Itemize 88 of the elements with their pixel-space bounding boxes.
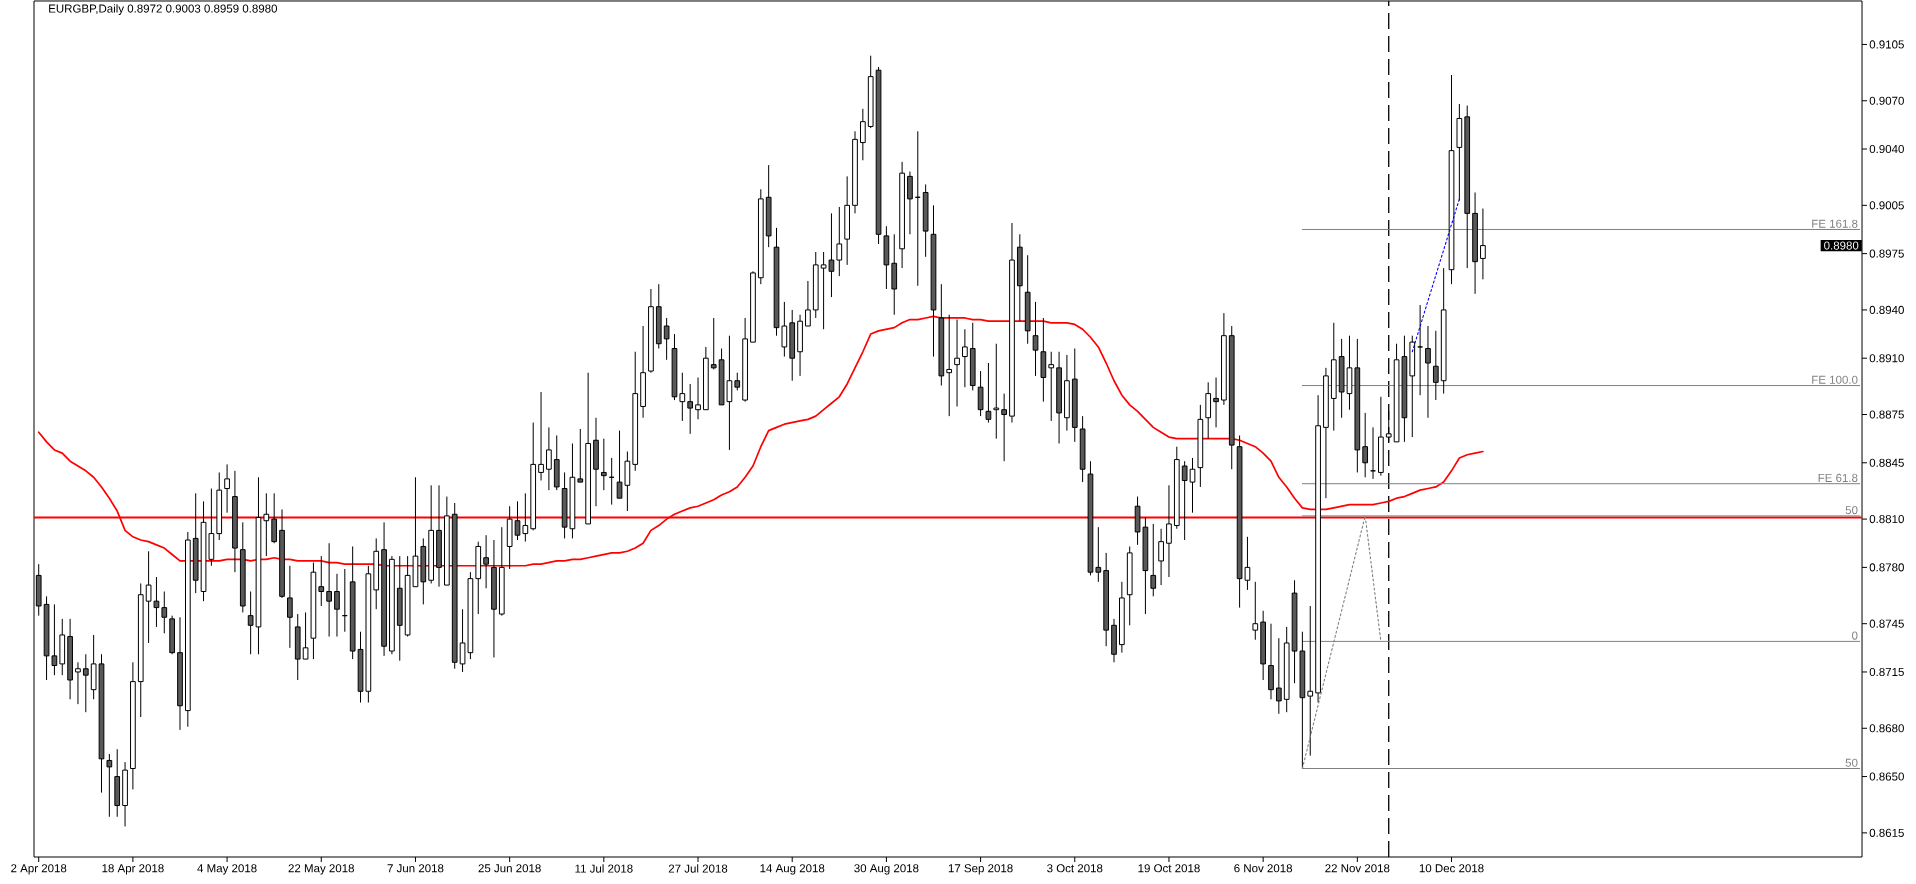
series-label: FE 61.8 <box>1818 473 1858 482</box>
annotation: 0.8980 <box>1824 241 1859 250</box>
candlestick <box>695 377 701 420</box>
y-tick-label: 0.8650 <box>1869 772 1904 781</box>
x-tick-label: 14 Aug 2018 <box>760 864 825 875</box>
series-label: FE 100.0 <box>1812 375 1858 384</box>
candlestick <box>224 463 230 514</box>
y-tick-label: 0.9070 <box>1869 96 1904 105</box>
candlestick <box>1166 484 1172 578</box>
candlestick <box>334 573 340 638</box>
candlestick <box>985 362 992 424</box>
candlestick <box>302 611 309 660</box>
candlestick <box>1032 301 1039 377</box>
y-tick-label: 0.8680 <box>1869 724 1904 733</box>
x-tick-label: 30 Aug 2018 <box>854 864 919 875</box>
series-label: FE 161.8 <box>1812 219 1858 228</box>
x-tick-label: 6 Nov 2018 <box>1234 864 1293 873</box>
candlestick <box>1307 605 1314 757</box>
candlestick <box>1275 637 1282 715</box>
candlestick <box>1480 208 1486 280</box>
candlestick <box>1425 325 1431 419</box>
candlestick <box>1001 393 1007 462</box>
candlestick <box>1095 526 1102 583</box>
y-tick-label: 0.8745 <box>1869 619 1904 628</box>
x-tick-label: 2 Apr 2018 <box>11 864 67 875</box>
y-tick-label: 0.8875 <box>1869 410 1904 419</box>
candlestick <box>962 328 968 388</box>
candlestick <box>263 492 270 557</box>
y-tick-label: 0.8715 <box>1869 667 1904 677</box>
x-tick-label: 22 Nov 2018 <box>1325 864 1390 873</box>
candlestick <box>663 317 670 361</box>
candlestick <box>75 661 81 705</box>
y-tick-label: 0.9005 <box>1869 201 1904 210</box>
candlestick <box>805 280 811 327</box>
candlestick <box>907 171 913 235</box>
candlestick <box>483 534 489 589</box>
candlestick <box>577 428 584 483</box>
candlestick <box>161 591 168 634</box>
x-tick-label: 10 Dec 2018 <box>1419 864 1484 873</box>
y-tick-label: 0.8910 <box>1869 354 1904 363</box>
candlestick <box>1252 581 1259 641</box>
candlestick <box>679 372 686 422</box>
candlestick <box>106 753 113 818</box>
candlestick <box>977 370 984 417</box>
x-tick-label: 19 Oct 2018 <box>1138 864 1200 873</box>
x-tick-label: 7 Jun 2018 <box>387 864 444 873</box>
candlestick <box>993 343 1000 440</box>
candlestick <box>859 108 866 161</box>
x-tick-label: 25 Jun 2018 <box>478 864 541 873</box>
candlestick <box>546 426 552 491</box>
x-tick-label: 27 Jul 2018 <box>668 864 728 873</box>
series-label: 50 <box>1845 506 1858 515</box>
x-tick-label: 11 Jul 2018 <box>575 864 633 873</box>
candlestick <box>538 391 544 481</box>
y-tick-label: 0.8940 <box>1869 305 1904 314</box>
candlestick <box>1048 351 1055 422</box>
candlestick <box>600 438 607 491</box>
candlestick <box>82 653 89 713</box>
x-tick-label: 18 Apr 2018 <box>102 864 164 875</box>
y-tick-label: 0.8810 <box>1869 515 1904 524</box>
candlestick <box>1150 523 1157 597</box>
series-label: 50 <box>1845 758 1858 767</box>
candlestick <box>687 383 694 435</box>
y-tick-label: 0.8845 <box>1869 458 1904 467</box>
series-label: 0 <box>1852 631 1858 640</box>
x-tick-label: 17 Sep 2018 <box>948 864 1013 875</box>
candlestick <box>1213 377 1219 428</box>
x-tick-label: 22 May 2018 <box>288 864 354 875</box>
candlestick <box>1432 330 1439 401</box>
y-tick-label: 0.9105 <box>1869 40 1904 49</box>
y-tick-label: 0.8615 <box>1869 828 1904 837</box>
candlestick <box>954 319 960 407</box>
x-tick-label: 3 Oct 2018 <box>1047 864 1103 873</box>
y-tick-label: 0.9040 <box>1869 144 1904 154</box>
chart-title: EURGBP,Daily 0.8972 0.9003 0.8959 0.8980 <box>49 4 278 15</box>
x-tick-label: 4 May 2018 <box>197 864 257 875</box>
candlestick <box>1362 412 1369 478</box>
candlestick <box>710 317 717 370</box>
candlestick <box>326 542 332 638</box>
candlestick <box>946 314 953 417</box>
y-tick-label: 0.8975 <box>1869 249 1904 258</box>
candlestick <box>318 555 325 607</box>
y-tick-label: 0.8780 <box>1869 563 1904 572</box>
candlestick <box>522 492 529 543</box>
candlestick <box>271 492 278 544</box>
candlestick <box>287 565 293 649</box>
candlestick <box>1158 528 1164 586</box>
candlestick <box>836 206 843 277</box>
